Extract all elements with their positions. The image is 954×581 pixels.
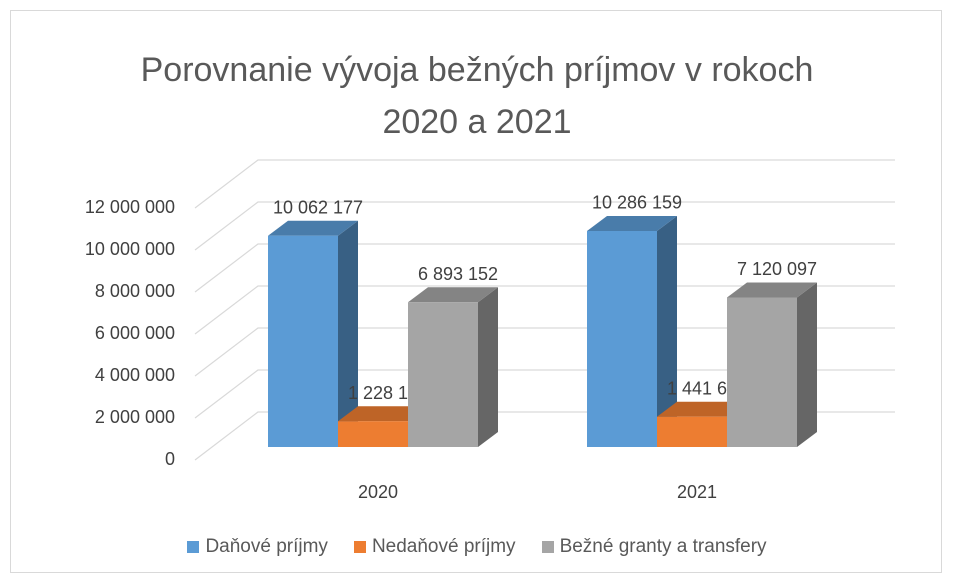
data-label: 10 062 177 [273,197,363,217]
y-tick-label: 8 000 000 [95,281,175,301]
bar-top [657,401,747,417]
legend-item: Bežné granty a transfery [541,536,767,558]
legend-item: Nedaňové príjmy [353,536,516,558]
legend-label: Nedaňové príjmy [371,536,516,557]
legend-swatch [353,541,366,553]
grid-line [194,327,895,377]
bar-top [268,220,358,236]
y-tick-label: 12 000 000 [85,197,175,217]
grid-line [194,285,895,335]
legend-swatch [187,541,200,553]
grid-line [194,159,895,209]
bar [268,235,338,447]
bar-side [338,220,358,447]
x-tick-label: 2021 [677,482,717,502]
bar [338,421,408,447]
y-tick-label: 4 000 000 [95,365,175,385]
bar-side [797,282,817,447]
chart-border [10,10,942,573]
bar-top [408,287,498,303]
grid-line [194,201,895,251]
data-label: 6 893 152 [418,264,498,284]
bar-side [478,287,498,447]
legend-swatch [541,541,554,553]
bar-side [657,215,677,447]
legend-item: Daňové príjmy [187,536,328,558]
bar-top [338,406,428,422]
bar-top [727,282,817,298]
grid-line [194,243,895,293]
chart-title: Porovnanie vývoja bežných príjmov v roko… [140,51,814,141]
bar [408,302,478,447]
y-tick-label: 2 000 000 [95,407,175,427]
data-label: 7 120 097 [737,259,817,279]
legend: Daňové príjmy Nedaňové príjmy Bežné granty… [0,536,954,558]
bar-top [587,215,677,231]
grid-line [194,369,895,419]
y-tick-label: 0 [165,449,175,469]
bar [657,416,727,447]
data-label: 10 286 159 [592,193,682,213]
x-tick-label: 2020 [358,482,398,502]
legend-label: Bežné granty a transfery [559,536,767,557]
y-tick-label: 10 000 000 [85,239,175,259]
legend-label: Daňové príjmy [205,536,328,557]
bar [587,230,657,447]
bar [727,297,797,447]
y-tick-label: 6 000 000 [95,323,175,343]
